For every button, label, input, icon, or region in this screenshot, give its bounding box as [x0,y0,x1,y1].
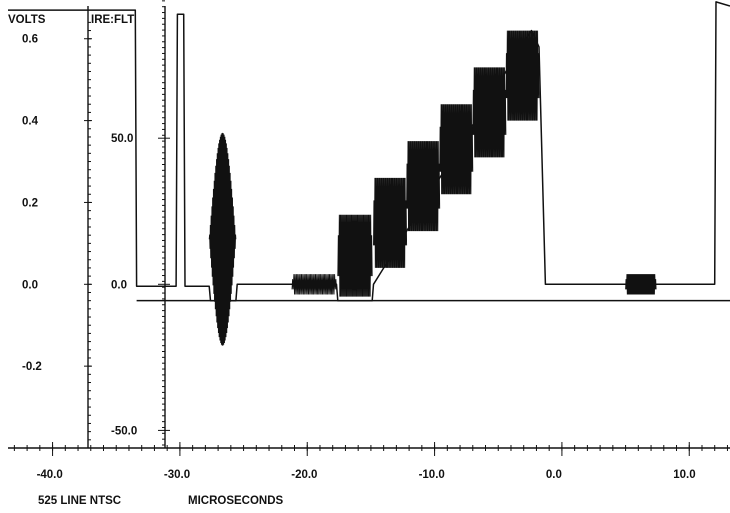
x-tick-label: -10.0 [419,469,445,481]
chroma-burst [208,132,237,346]
ire-tick-label: -50.0 [111,425,137,437]
volts-tick-label: 0.4 [22,116,39,128]
chroma-burst [439,104,474,195]
volts-tick-label: 0.2 [22,197,38,209]
volts-axis-label: VOLTS [8,14,46,26]
ire-tick-label: 50.0 [111,133,133,145]
chroma-burst [625,274,657,295]
chroma-burst [505,30,540,121]
chroma-burst [472,67,507,158]
ire-axis-label: IRE:FLT [91,14,134,26]
chroma-burst [406,141,441,232]
x-tick-label: -40.0 [37,469,63,481]
volts-tick-label: 0.0 [22,279,38,291]
chroma-burst [291,274,337,295]
chroma-burst [337,214,373,297]
trace [8,1,730,346]
waveform-trace [8,1,730,302]
x-tick-label: 0.0 [546,469,562,481]
x-tick-label: -20.0 [291,469,317,481]
ire-tick-label: 0.0 [111,279,127,291]
x-tick-label: -30.0 [164,469,190,481]
ticks [13,0,728,456]
x-axis-note: 525 LINE NTSC [38,495,121,507]
tick-labels: 0.60.40.20.0-0.2100.050.00.0-50.0-40.0-3… [22,34,696,481]
x-axis-label: MICROSECONDS [188,495,284,507]
volts-tick-label: -0.2 [22,361,42,373]
volts-tick-label: 0.6 [22,34,38,46]
chroma-burst [373,177,408,268]
x-tick-label: 10.0 [673,469,695,481]
